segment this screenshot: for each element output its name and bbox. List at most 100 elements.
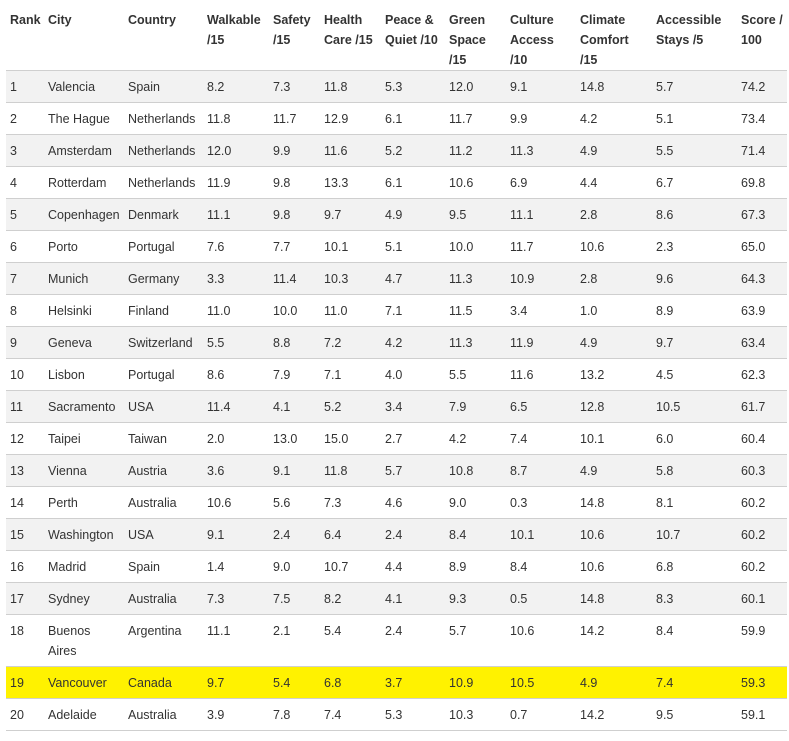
cell-climate-comfort: 4.9 — [576, 326, 652, 359]
cell-culture-access: 10.1 — [506, 518, 576, 551]
cell-peace-quiet: 4.4 — [381, 550, 445, 583]
cell-climate-comfort: 12.8 — [576, 390, 652, 423]
cell-safety: 2.1 — [269, 614, 320, 667]
cell-health-care: 9.7 — [320, 198, 381, 231]
cell-peace-quiet: 4.7 — [381, 262, 445, 295]
cell-walkable: 8.6 — [203, 358, 269, 391]
table-row: 18 Buenos Aires Argentina 11.1 2.1 5.4 2.4 5.7 1… — [6, 614, 787, 667]
cell-country: Denmark — [124, 198, 203, 231]
cell-country: Australia — [124, 582, 203, 615]
cell-score: 59.9 — [737, 614, 787, 667]
cell-green-space: 8.4 — [445, 518, 506, 551]
cell-country: Finland — [124, 294, 203, 327]
cell-climate-comfort: 10.1 — [576, 422, 652, 455]
cell-green-space: 5.5 — [445, 358, 506, 391]
cell-walkable: 7.3 — [203, 582, 269, 615]
cell-safety: 9.9 — [269, 134, 320, 167]
cell-health-care: 10.7 — [320, 550, 381, 583]
cell-score: 59.1 — [737, 698, 787, 731]
cell-score: 60.2 — [737, 550, 787, 583]
cell-peace-quiet: 5.1 — [381, 230, 445, 263]
table-body: 1 Valencia Spain 8.2 7.3 11.8 5.3 12.0 9.1 14.8 5.… — [6, 70, 787, 731]
cell-country: Spain — [124, 550, 203, 583]
cell-rank: 8 — [6, 294, 44, 327]
cell-health-care: 15.0 — [320, 422, 381, 455]
cell-culture-access: 8.7 — [506, 454, 576, 487]
cell-green-space: 10.0 — [445, 230, 506, 263]
cell-safety: 7.9 — [269, 358, 320, 391]
cell-rank: 11 — [6, 390, 44, 423]
cell-climate-comfort: 1.0 — [576, 294, 652, 327]
cell-walkable: 5.5 — [203, 326, 269, 359]
cell-culture-access: 0.3 — [506, 486, 576, 519]
cell-safety: 9.8 — [269, 166, 320, 199]
cell-green-space: 11.7 — [445, 102, 506, 135]
column-header-culture-access: Culture Access /10 — [506, 0, 576, 71]
column-header-score: Score / 100 — [737, 0, 787, 71]
cell-score: 61.7 — [737, 390, 787, 423]
cell-country: USA — [124, 390, 203, 423]
cell-rank: 4 — [6, 166, 44, 199]
cell-accessible-stays: 8.6 — [652, 198, 737, 231]
cell-green-space: 8.9 — [445, 550, 506, 583]
cell-culture-access: 11.9 — [506, 326, 576, 359]
cell-climate-comfort: 14.8 — [576, 70, 652, 103]
cell-climate-comfort: 4.4 — [576, 166, 652, 199]
cell-accessible-stays: 6.7 — [652, 166, 737, 199]
cell-safety: 5.4 — [269, 666, 320, 699]
table-row: 10 Lisbon Portugal 8.6 7.9 7.1 4.0 5.5 11.6 13.2 4… — [6, 358, 787, 391]
cell-climate-comfort: 4.9 — [576, 666, 652, 699]
cell-accessible-stays: 5.1 — [652, 102, 737, 135]
cell-culture-access: 10.5 — [506, 666, 576, 699]
table-row: 12 Taipei Taiwan 2.0 13.0 15.0 2.7 4.2 7.4 10.1 6.… — [6, 422, 787, 455]
cell-accessible-stays: 4.5 — [652, 358, 737, 391]
table-row: 20 Adelaide Australia 3.9 7.8 7.4 5.3 10.3 0.7 14… — [6, 698, 787, 731]
cell-city: Lisbon — [44, 358, 124, 391]
cell-city: Vienna — [44, 454, 124, 487]
cell-score: 62.3 — [737, 358, 787, 391]
cell-health-care: 11.0 — [320, 294, 381, 327]
cell-health-care: 7.4 — [320, 698, 381, 731]
cell-score: 60.2 — [737, 486, 787, 519]
cell-peace-quiet: 4.9 — [381, 198, 445, 231]
cell-green-space: 9.0 — [445, 486, 506, 519]
cell-rank: 6 — [6, 230, 44, 263]
column-header-safety: Safety /15 — [269, 0, 320, 71]
cell-city: Madrid — [44, 550, 124, 583]
cell-green-space: 4.2 — [445, 422, 506, 455]
table-row: 2 The Hague Netherlands 11.8 11.7 12.9 6.1 11.7… — [6, 102, 787, 135]
cell-health-care: 13.3 — [320, 166, 381, 199]
cell-city: Adelaide — [44, 698, 124, 731]
cell-health-care: 11.6 — [320, 134, 381, 167]
cell-health-care: 10.3 — [320, 262, 381, 295]
cell-walkable: 9.7 — [203, 666, 269, 699]
cell-walkable: 11.0 — [203, 294, 269, 327]
column-header-walkable: Walkable /15 — [203, 0, 269, 71]
table-row-highlighted: 19 Vancouver Canada 9.7 5.4 6.8 3.7 10.9 10.5 4.9… — [6, 666, 787, 699]
cell-city: Geneva — [44, 326, 124, 359]
cell-safety: 9.1 — [269, 454, 320, 487]
cell-rank: 18 — [6, 614, 44, 667]
cell-culture-access: 6.5 — [506, 390, 576, 423]
cell-health-care: 12.9 — [320, 102, 381, 135]
cell-peace-quiet: 4.6 — [381, 486, 445, 519]
cell-health-care: 5.2 — [320, 390, 381, 423]
cell-rank: 14 — [6, 486, 44, 519]
table-row: 15 Washington USA 9.1 2.4 6.4 2.4 8.4 10.1 10.6 10… — [6, 518, 787, 551]
cell-climate-comfort: 14.8 — [576, 486, 652, 519]
cell-green-space: 10.3 — [445, 698, 506, 731]
cell-green-space: 11.2 — [445, 134, 506, 167]
cell-score: 60.3 — [737, 454, 787, 487]
cell-accessible-stays: 5.7 — [652, 70, 737, 103]
cell-peace-quiet: 5.7 — [381, 454, 445, 487]
cell-rank: 13 — [6, 454, 44, 487]
cell-city: Munich — [44, 262, 124, 295]
cell-walkable: 11.9 — [203, 166, 269, 199]
cell-country: Netherlands — [124, 134, 203, 167]
table-row: 7 Munich Germany 3.3 11.4 10.3 4.7 11.3 10.9 2.8 9… — [6, 262, 787, 295]
table-row: 14 Perth Australia 10.6 5.6 7.3 4.6 9.0 0.3 14.8 8… — [6, 486, 787, 519]
cell-country: Argentina — [124, 614, 203, 667]
cell-peace-quiet: 2.4 — [381, 518, 445, 551]
cell-climate-comfort: 14.2 — [576, 698, 652, 731]
cell-country: Spain — [124, 70, 203, 103]
